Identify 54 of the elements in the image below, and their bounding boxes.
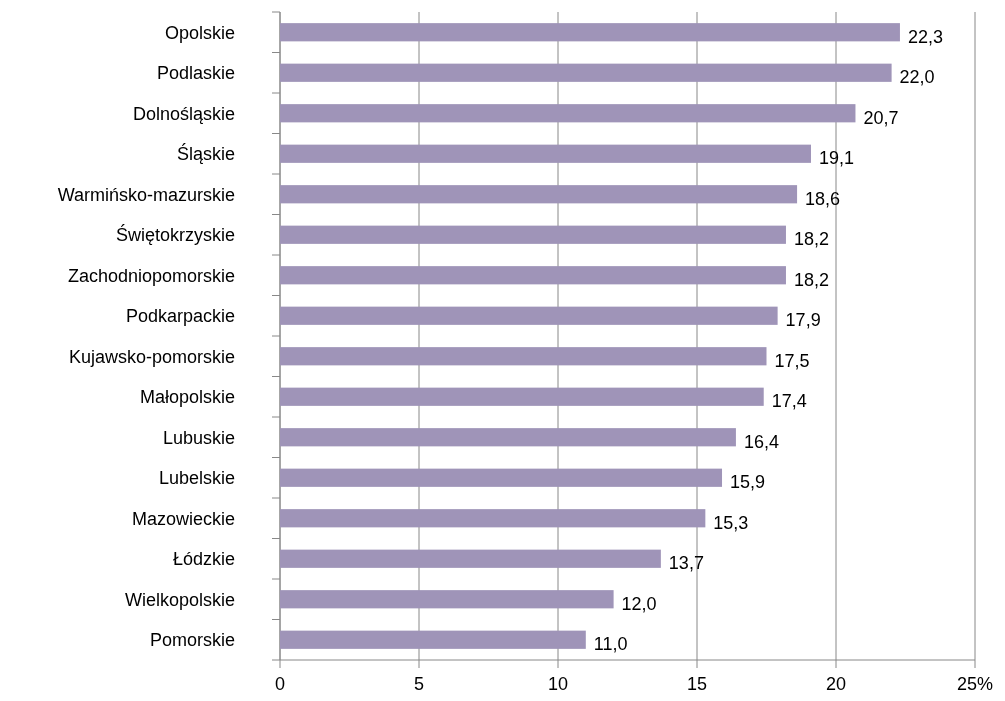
data-label: 16,4 [743, 431, 779, 452]
y-tick-label: Zachodniopomorskie [67, 265, 235, 286]
x-tick-label: 5 [413, 674, 425, 694]
data-label: 19,1 [818, 148, 855, 169]
data-label: 15,3 [713, 512, 749, 533]
y-tick-label: Warmińsko-mazurskie [57, 184, 235, 205]
data-label: 22,0 [899, 67, 935, 88]
bar [280, 185, 798, 204]
bar [280, 590, 614, 609]
bar [280, 549, 661, 568]
data-label: 12,0 [621, 593, 657, 614]
x-tick-label: 20 [825, 674, 847, 694]
bar [280, 509, 706, 528]
data-label: 18,2 [793, 269, 830, 290]
data-label: 17,9 [785, 310, 821, 331]
data-label: 17,5 [774, 350, 810, 371]
bar [280, 266, 786, 285]
y-tick-label: Kujawsko-pomorskie [68, 346, 235, 367]
data-label: 18,6 [805, 188, 841, 209]
bar [280, 468, 723, 487]
bar [280, 23, 900, 42]
y-tick-label: Dolnośląskie [132, 103, 235, 124]
y-tick-label: Podlaskie [156, 63, 235, 84]
bar [280, 63, 892, 82]
bar [280, 104, 856, 123]
bar [280, 225, 786, 244]
y-tick-label: Świętokrzyskie [115, 224, 235, 246]
bar [280, 387, 764, 406]
y-tick-label: Podkarpackie [125, 306, 235, 327]
data-label: 18,2 [793, 229, 830, 250]
y-tick-label: Pomorskie [149, 630, 235, 651]
bar [280, 428, 736, 447]
data-label: 15,9 [730, 472, 766, 493]
data-label: 13,7 [668, 553, 704, 574]
data-label: 22,3 [907, 26, 943, 47]
data-label: 20,7 [863, 107, 899, 128]
x-tick-label: 0 [274, 674, 286, 694]
bar [280, 144, 811, 163]
y-tick-label: Wielkopolskie [124, 589, 235, 610]
bar [280, 347, 767, 366]
y-tick-label: Lubelskie [158, 468, 235, 489]
y-tick-label: Śląskie [176, 143, 235, 165]
data-label: 17,4 [771, 391, 807, 412]
y-tick-label: Mazowieckie [131, 508, 235, 529]
data-label: 11,0 [593, 634, 628, 655]
y-tick-label: Lubuskie [162, 427, 235, 448]
bar [280, 630, 586, 649]
y-tick-label: Łódzkie [172, 549, 235, 570]
bar [280, 306, 778, 325]
x-tick-label: 25% [956, 674, 994, 694]
x-tick-label: 10 [547, 674, 569, 694]
x-tick-label: 15 [686, 674, 708, 694]
y-tick-label: Małopolskie [139, 387, 235, 408]
y-tick-label: Opolskie [164, 22, 235, 43]
